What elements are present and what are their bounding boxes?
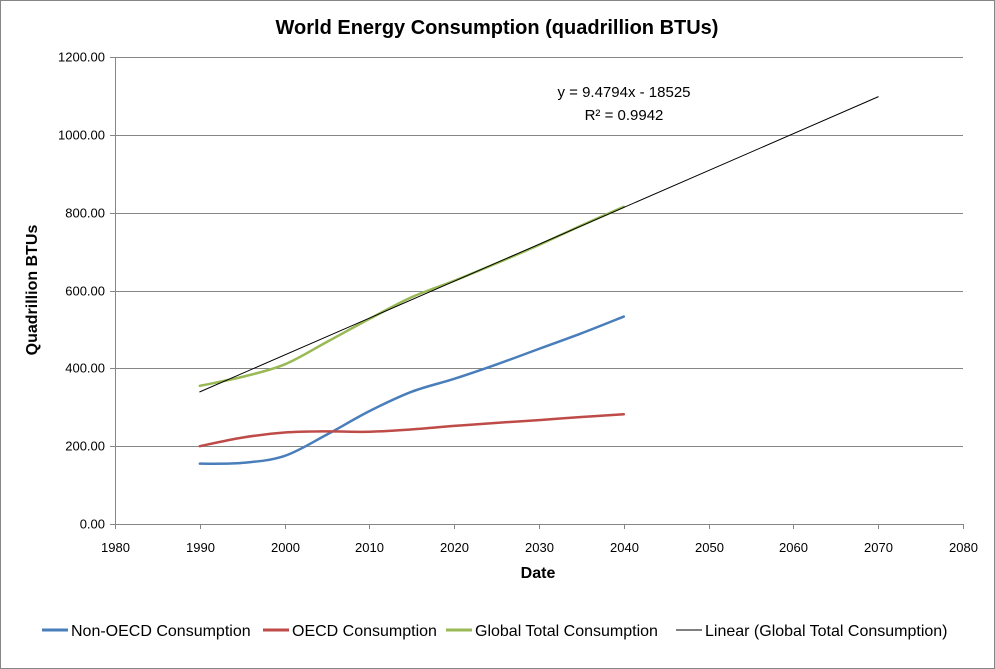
gridlines bbox=[115, 57, 963, 447]
y-tick-label: 1200.00 bbox=[58, 50, 105, 65]
y-tick-label: 600.00 bbox=[65, 284, 105, 299]
x-tick-label: 2030 bbox=[525, 540, 554, 555]
y-tick-label: 0.00 bbox=[80, 517, 105, 532]
x-tick-label: 2000 bbox=[271, 540, 300, 555]
legend: Non-OECD Consumption OECD Consumption Glob… bbox=[42, 623, 948, 640]
series-line-non-oecd-consumption bbox=[198, 315, 626, 465]
y-axis-title: Quadrillion BTUs bbox=[24, 225, 41, 356]
x-tick-label: 1990 bbox=[186, 540, 215, 555]
y-tick-label: 200.00 bbox=[65, 439, 105, 454]
y-tick-label: 400.00 bbox=[65, 361, 105, 376]
x-tick-label: 2010 bbox=[355, 540, 384, 555]
y-tick-label: 800.00 bbox=[65, 206, 105, 221]
trendline-equation: y = 9.4794x - 18525 bbox=[557, 84, 690, 101]
x-tick-label: 2020 bbox=[440, 540, 469, 555]
x-tick-label: 2040 bbox=[610, 540, 639, 555]
trendline-r-squared: R² = 0.9942 bbox=[585, 107, 664, 124]
series-line-linear-global-total-consumption bbox=[199, 96, 879, 393]
axes: 0.00 200.00 400.00 600.00 800.00 1000.00 1200.… bbox=[58, 50, 978, 556]
legend-label: Global Total Consumption bbox=[475, 623, 658, 640]
series-lines bbox=[198, 96, 879, 465]
x-tick-label: 1980 bbox=[101, 540, 130, 555]
x-tick-label: 2060 bbox=[779, 540, 808, 555]
chart-title: World Energy Consumption (quadrillion BT… bbox=[276, 17, 719, 39]
legend-label: Linear (Global Total Consumption) bbox=[705, 623, 948, 640]
x-axis-title: Date bbox=[521, 565, 556, 582]
x-tick-label: 2050 bbox=[695, 540, 724, 555]
legend-label: Non-OECD Consumption bbox=[71, 623, 251, 640]
series-line-oecd-consumption bbox=[198, 413, 626, 448]
x-tick-label: 2080 bbox=[949, 540, 978, 555]
x-tick-label: 2070 bbox=[864, 540, 893, 555]
legend-label: OECD Consumption bbox=[292, 623, 437, 640]
y-tick-label: 1000.00 bbox=[58, 128, 105, 143]
